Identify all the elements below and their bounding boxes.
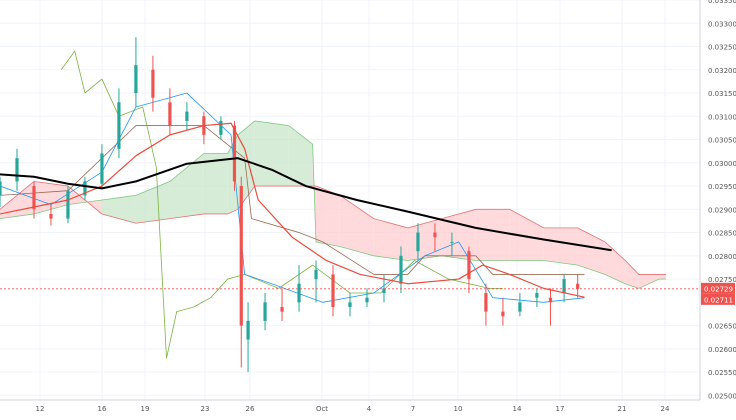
candle-body-up — [416, 232, 420, 252]
cloud-segment-bearish — [604, 241, 626, 284]
candle-body-down — [331, 274, 335, 307]
candle-body-down — [467, 251, 471, 280]
x-tick-label: 19 — [141, 405, 150, 413]
cloud-segment-bearish — [638, 274, 660, 289]
y-tick-label: 0.02500 — [708, 392, 736, 400]
candle-body-up — [134, 65, 138, 94]
y-tick-label: 0.03100 — [708, 113, 736, 121]
candle-body-down — [49, 213, 53, 219]
candle-body-up — [314, 269, 318, 280]
candle-body-down — [548, 297, 553, 303]
ichimoku-cloud — [0, 120, 667, 289]
candle-body-down — [280, 306, 284, 312]
candle-body-up — [365, 297, 369, 303]
candle-body-up — [0, 181, 2, 196]
x-tick-label: 24 — [661, 405, 670, 413]
y-tick-label: 0.02650 — [708, 323, 736, 331]
candle-body-up — [66, 190, 70, 219]
candle-body-down — [232, 125, 237, 182]
candle-body-up — [562, 279, 566, 294]
candles — [0, 37, 580, 373]
candle-body-down — [501, 311, 505, 317]
y-tick-label: 0.03050 — [708, 137, 736, 145]
candle-body-up — [15, 158, 19, 182]
candle-body-down — [168, 102, 172, 126]
candle-body-down — [32, 186, 36, 210]
last-price-badge — [701, 282, 735, 294]
candle-body-up — [100, 153, 104, 184]
candle-body-up — [518, 302, 522, 312]
ema-value-badge — [701, 293, 735, 305]
last-price-label: 0.02729 — [704, 285, 733, 293]
cloud-segment-bearish — [659, 274, 667, 280]
candle-body-up — [297, 283, 301, 303]
candle-body-up — [117, 102, 121, 149]
candle-body-up — [399, 255, 403, 284]
senkou-span-b-line — [0, 180, 667, 275]
candle-body-up — [185, 111, 189, 121]
ema-value-label: 0.02711 — [704, 296, 733, 304]
y-tick-label: 0.03250 — [708, 44, 736, 52]
y-tick-label: 0.03200 — [708, 67, 736, 75]
cloud-segment-bullish — [288, 125, 313, 187]
x-tick-label: 23 — [201, 405, 210, 413]
cloud-segment-bearish — [373, 218, 408, 261]
y-tick-label: 0.02600 — [708, 346, 736, 354]
candle-body-up — [83, 181, 87, 196]
cloud-segment-bullish — [254, 120, 289, 187]
x-tick-label: 14 — [513, 405, 522, 413]
cloud-segment-bearish — [475, 209, 510, 261]
candle-body-up — [535, 293, 539, 298]
y-tick-label: 0.02800 — [708, 253, 736, 261]
candle-body-up — [246, 320, 250, 340]
cloud-segment-bearish — [312, 144, 317, 242]
y-tick-label: 0.02900 — [708, 206, 736, 214]
cloud-segment-bearish — [577, 227, 605, 275]
y-tick-label: 0.02950 — [708, 183, 736, 191]
y-tick-label: 0.02750 — [708, 276, 736, 284]
x-tick-label: 4 — [367, 405, 372, 413]
x-tick-label: 26 — [246, 405, 255, 413]
cloud-segment-bearish — [316, 186, 340, 247]
candle-body-up — [348, 302, 352, 307]
cloud-segment-bullish — [169, 153, 204, 219]
y-tick-label: 0.02550 — [708, 369, 736, 377]
cloud-segment-bearish — [407, 218, 442, 261]
y-tick-label: 0.03350 — [708, 0, 736, 5]
candle-body-down — [484, 293, 488, 312]
tenkan-sen-line — [0, 92, 585, 303]
x-tick-label: 7 — [411, 405, 415, 413]
senkou-span-a-line — [0, 120, 667, 289]
x-tick-label: 12 — [36, 405, 45, 413]
y-tick-label: 0.03000 — [708, 160, 736, 168]
cloud-segment-bearish — [509, 209, 544, 261]
candle-body-up — [382, 288, 386, 294]
x-tick-label: 16 — [98, 405, 107, 413]
candle-body-up — [263, 302, 267, 321]
candle-body-down — [239, 186, 243, 326]
x-tick-label: 17 — [556, 405, 565, 413]
ema-line — [0, 122, 585, 298]
candle-body-up — [219, 120, 223, 135]
x-tick-label: Oct — [316, 405, 328, 413]
cloud-segment-bearish — [543, 227, 578, 266]
ma200-line — [0, 157, 612, 252]
cloud-segment-bullish — [203, 153, 228, 214]
x-tick-label: 21 — [618, 405, 627, 413]
y-tick-label: 0.03300 — [708, 20, 736, 28]
candle-body-down — [433, 232, 437, 238]
y-tick-label: 0.02850 — [708, 230, 736, 238]
candle-body-up — [450, 241, 454, 243]
y-tick-label: 0.03150 — [708, 90, 736, 98]
candle-body-down — [576, 283, 580, 289]
candle-body-down — [151, 69, 155, 98]
cloud-segment-bearish — [339, 195, 374, 256]
x-tick-label: 10 — [454, 405, 463, 413]
cloud-segment-bearish — [625, 260, 639, 289]
